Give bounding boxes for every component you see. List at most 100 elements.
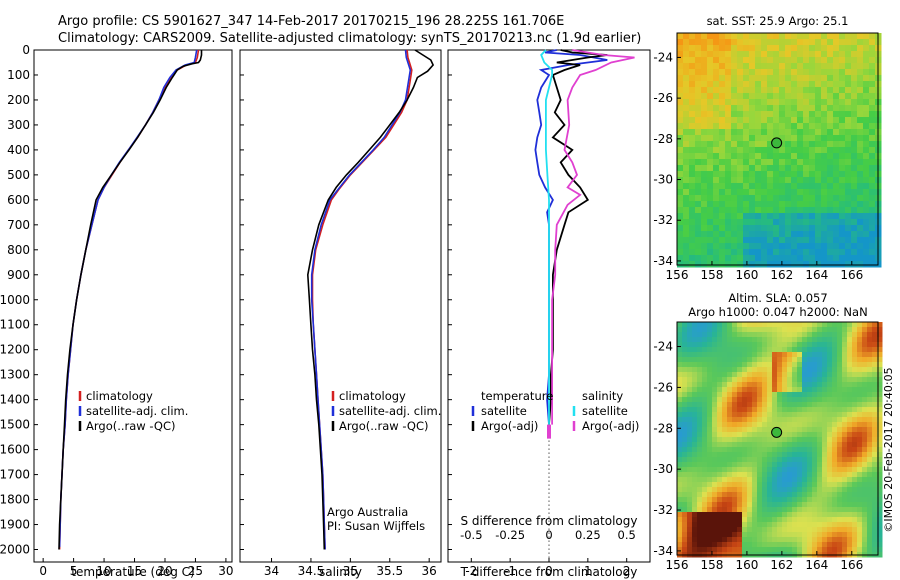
map-cell xyxy=(872,537,878,543)
map-cell xyxy=(701,195,708,202)
x-axis-label: T difference from climatology xyxy=(460,565,638,579)
longitude-tick-label: 162 xyxy=(770,268,793,282)
map-cell xyxy=(767,322,773,328)
map-cell xyxy=(837,457,843,463)
map-cell xyxy=(757,497,763,503)
map-cell xyxy=(752,462,758,468)
map-cell xyxy=(687,337,693,343)
map-cell xyxy=(797,63,804,70)
map-cell xyxy=(692,337,698,343)
map-cell xyxy=(725,249,732,256)
latitude-tick-label: -28 xyxy=(653,132,673,146)
map-cell xyxy=(877,352,883,358)
map-cell xyxy=(762,407,768,413)
map-cell xyxy=(713,237,720,244)
map-cell xyxy=(852,437,858,443)
map-cell xyxy=(727,547,733,553)
map-cell xyxy=(707,123,714,130)
map-cell xyxy=(772,452,778,458)
map-cell xyxy=(755,171,762,178)
map-cell xyxy=(857,502,863,508)
map-cell xyxy=(697,477,703,483)
map-cell xyxy=(677,195,684,202)
temperature-line-3 xyxy=(58,50,203,550)
map-cell xyxy=(807,482,813,488)
x-tick-label: 15 xyxy=(127,564,142,578)
map-cell xyxy=(713,57,720,64)
map-cell xyxy=(722,362,728,368)
map-cell xyxy=(822,352,828,358)
map-cell xyxy=(797,322,803,328)
map-cell xyxy=(852,542,858,548)
map-cell xyxy=(773,201,780,208)
map-cell xyxy=(821,207,828,214)
map-cell xyxy=(815,45,822,52)
map-cell xyxy=(809,177,816,184)
map-cell xyxy=(767,497,773,503)
map-cell xyxy=(712,402,718,408)
map-cell xyxy=(815,255,822,262)
map-cell xyxy=(827,183,834,190)
map-cell xyxy=(767,507,773,513)
map-cell xyxy=(757,342,763,348)
map-cell xyxy=(731,147,738,154)
map-cell xyxy=(755,105,762,112)
map-cell xyxy=(809,57,816,64)
map-cell xyxy=(782,332,788,338)
map-cell xyxy=(785,39,792,46)
s-diff-tick-label: 0.25 xyxy=(575,528,601,542)
map-cell xyxy=(803,63,810,70)
map-cell xyxy=(692,422,698,428)
map-cell xyxy=(803,87,810,94)
map-cell xyxy=(822,502,828,508)
map-cell xyxy=(717,517,723,523)
map-cell xyxy=(791,69,798,76)
map-cell xyxy=(707,69,714,76)
map-cell xyxy=(807,457,813,463)
map-cell xyxy=(851,153,858,160)
map-cell xyxy=(737,527,743,533)
map-cell xyxy=(851,129,858,136)
map-cell xyxy=(762,422,768,428)
map-cell xyxy=(727,357,733,363)
map-cell xyxy=(743,207,750,214)
map-cell xyxy=(727,522,733,528)
map-cell xyxy=(702,422,708,428)
map-cell xyxy=(772,412,778,418)
map-cell xyxy=(791,81,798,88)
map-cell xyxy=(847,327,853,333)
map-cell xyxy=(847,482,853,488)
map-cell xyxy=(713,261,720,268)
map-cell xyxy=(677,372,683,378)
map-cell xyxy=(749,153,756,160)
map-cell xyxy=(742,437,748,443)
map-cell xyxy=(742,407,748,413)
map-cell xyxy=(761,81,768,88)
map-cell xyxy=(807,477,813,483)
map-cell xyxy=(791,33,798,40)
map-cell xyxy=(719,213,726,220)
map-cell xyxy=(857,231,864,238)
map-cell xyxy=(832,457,838,463)
map-cell xyxy=(809,135,816,142)
map-cell xyxy=(713,33,720,40)
map-cell xyxy=(743,237,750,244)
map-cell xyxy=(737,225,744,232)
map-cell xyxy=(847,542,853,548)
map-cell xyxy=(822,532,828,538)
map-cell xyxy=(722,402,728,408)
map-cell xyxy=(743,171,750,178)
map-cell xyxy=(872,462,878,468)
map-cell xyxy=(755,153,762,160)
map-cell xyxy=(815,243,822,250)
map-cell xyxy=(737,362,743,368)
map-cell xyxy=(857,452,863,458)
map-cell xyxy=(761,231,768,238)
map-cell xyxy=(747,362,753,368)
map-cell xyxy=(707,357,713,363)
map-cell xyxy=(802,512,808,518)
map-cell xyxy=(727,537,733,543)
map-cell xyxy=(772,442,778,448)
map-cell xyxy=(847,337,853,343)
map-cell xyxy=(767,171,774,178)
